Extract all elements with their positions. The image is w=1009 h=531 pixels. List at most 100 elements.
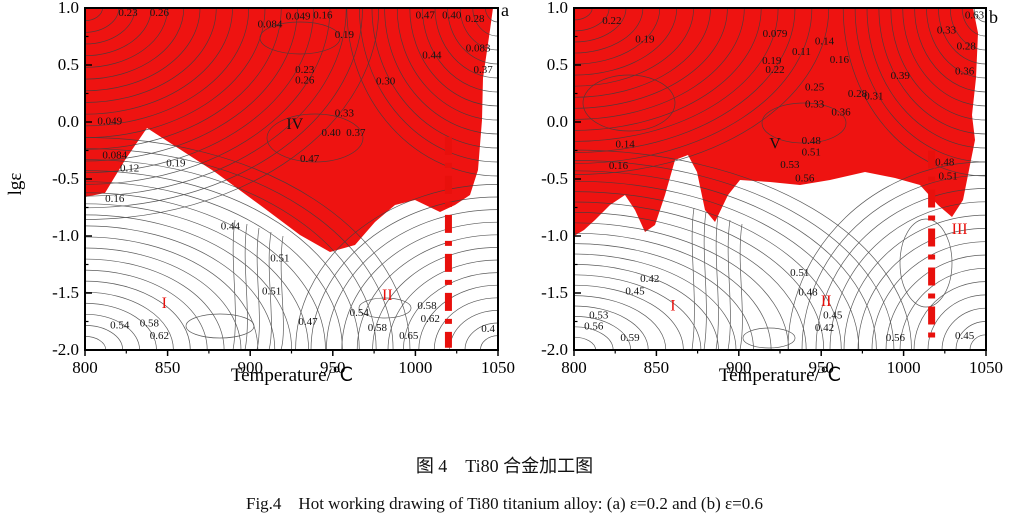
contour-value-label: 0.26 — [295, 74, 315, 86]
contour-value-label: 0.56 — [886, 332, 906, 344]
contour-value-label: 0.19 — [635, 33, 655, 45]
contour-value-label: 0.12 — [120, 162, 139, 174]
contour-value-label: 0.51 — [802, 146, 821, 158]
x-tick-label: 900 — [726, 358, 752, 377]
contour-value-label: 0.56 — [584, 321, 604, 333]
y-tick-label: -1.0 — [541, 226, 568, 245]
contour-value-label: 0.42 — [815, 322, 834, 334]
contour-value-label: 0.62 — [421, 313, 440, 325]
contour-value-label: 0.47 — [300, 153, 320, 165]
contour-value-label: 0.58 — [368, 322, 388, 334]
contour-value-label: 0.19 — [166, 158, 186, 170]
y-tick-label: -1.5 — [52, 283, 79, 302]
contour-value-label: 0.48 — [935, 157, 955, 169]
y-tick-label: 0.5 — [547, 55, 568, 74]
contour-value-label: 0.16 — [105, 193, 125, 205]
region-label-II: II — [382, 287, 393, 304]
x-tick-label: 900 — [237, 358, 263, 377]
x-tick-label: 800 — [72, 358, 98, 377]
x-tick-label: 850 — [644, 358, 670, 377]
contour-value-label: 0.54 — [350, 307, 370, 319]
contour-value-label: 0.28 — [957, 40, 977, 52]
x-tick-label: 1050 — [969, 358, 1003, 377]
panel-a: 800 850 900 950 1000 1050 1.0 0.5 0.0 -0.5 -1.0 -1.… — [52, 0, 515, 377]
panel-b: 800 850 900 950 1000 1050 1.0 0.5 0.0 -0.5 -1.0 -1.… — [541, 0, 1003, 377]
caption-chinese: 图 4 Ti80 合金加工图 — [415, 456, 594, 476]
contour-value-label: 0.19 — [762, 55, 782, 67]
y-tick-label: -1.5 — [541, 283, 568, 302]
contour-value-label: 0.049 — [286, 11, 311, 23]
contour-value-label: 0.083 — [466, 43, 491, 55]
contour-value-label: 0.40 — [322, 127, 342, 139]
contour-value-label: 0.11 — [792, 46, 811, 58]
contour-value-label: 0.36 — [831, 106, 851, 118]
instability-region — [85, 8, 493, 252]
contour-value-label: 0.079 — [763, 28, 788, 40]
contour-value-label: 0.53 — [589, 309, 609, 321]
contour-value-label: 0.084 — [258, 19, 283, 31]
contour-value-label: 0.22 — [602, 15, 621, 27]
contour-value-label: 0.44 — [422, 49, 442, 61]
x-tick-label: 800 — [561, 358, 587, 377]
contour-value-label: 0.16 — [313, 10, 333, 22]
region-label-III: III — [952, 221, 968, 238]
region-label-II: II — [821, 293, 832, 310]
contour-value-label: 0.33 — [805, 98, 825, 110]
contour-value-label: 0.58 — [417, 300, 437, 312]
x-tick-label: 1000 — [887, 358, 921, 377]
y-tick-label: 0.0 — [547, 112, 568, 131]
y-tick-label: -1.0 — [52, 226, 79, 245]
region-label-I: I — [670, 297, 675, 314]
contour-value-label: 0.14 — [815, 36, 835, 48]
contour-value-label: 0.23 — [118, 7, 138, 19]
x-axis-title-b: Temperature/℃ — [718, 365, 842, 386]
y-tick-label: -2.0 — [52, 340, 79, 359]
contour-value-label: 0.56 — [795, 173, 815, 185]
contour-value-label: 0.4 — [481, 323, 495, 335]
contour-value-label: 0.58 — [140, 317, 160, 329]
contour-value-label: 0.45 — [625, 285, 645, 297]
contour-value-label: 0.19 — [335, 29, 355, 41]
contour-value-label: 0.37 — [474, 64, 494, 76]
contour-value-label: 0.33 — [937, 24, 957, 36]
x-tick-label: 950 — [808, 358, 834, 377]
contour-value-label: 0.26 — [150, 7, 170, 19]
contour-value-label: 0.28 — [848, 88, 868, 100]
contour-value-label: 0.45 — [823, 309, 843, 321]
contour-value-label: 0.47 — [416, 10, 436, 22]
x-axis-title-a: Temperature/℃ — [230, 365, 354, 386]
contour-value-label: 0.30 — [376, 76, 396, 88]
contour-value-label: 0.049 — [97, 116, 122, 128]
caption-english: Fig.4 Hot working drawing of Ti80 titani… — [246, 494, 763, 513]
contour-value-label: 0.39 — [891, 70, 911, 82]
contour-value-label: 0.36 — [955, 65, 975, 77]
contour-value-label: 0.63 — [965, 10, 985, 22]
contour-value-label: 0.25 — [805, 81, 825, 93]
panel-letter-a: a — [501, 0, 509, 20]
y-tick-label: 0.5 — [58, 55, 79, 74]
contour-value-label: 0.14 — [615, 138, 635, 150]
contour-value-label: 0.23 — [295, 64, 315, 76]
y-axis-title: lgε — [5, 172, 26, 196]
contour-value-label: 0.51 — [938, 170, 957, 182]
x-tick-label: 850 — [155, 358, 181, 377]
contour-value-label: 0.45 — [955, 330, 975, 342]
y-tick-label: 0.0 — [58, 112, 79, 131]
contour-value-label: 0.53 — [780, 159, 800, 171]
contour-value-label: 0.44 — [221, 220, 241, 232]
region-label-I: I — [162, 295, 167, 312]
contour-value-label: 0.51 — [262, 285, 281, 297]
contour-value-label: 0.48 — [802, 135, 822, 147]
y-tick-label: 1.0 — [58, 0, 79, 17]
y-tick-label: 1.0 — [547, 0, 568, 17]
contour-value-label: 0.31 — [864, 90, 883, 102]
contour-value-label: 0.48 — [798, 287, 818, 299]
contour-value-label: 0.37 — [346, 127, 366, 139]
contour-value-label: 0.22 — [765, 64, 784, 76]
region-label-V: V — [769, 135, 781, 152]
contour-value-label: 0.65 — [399, 330, 419, 342]
x-tick-label: 1050 — [481, 358, 515, 377]
contour-value-label: 0.40 — [442, 10, 462, 22]
